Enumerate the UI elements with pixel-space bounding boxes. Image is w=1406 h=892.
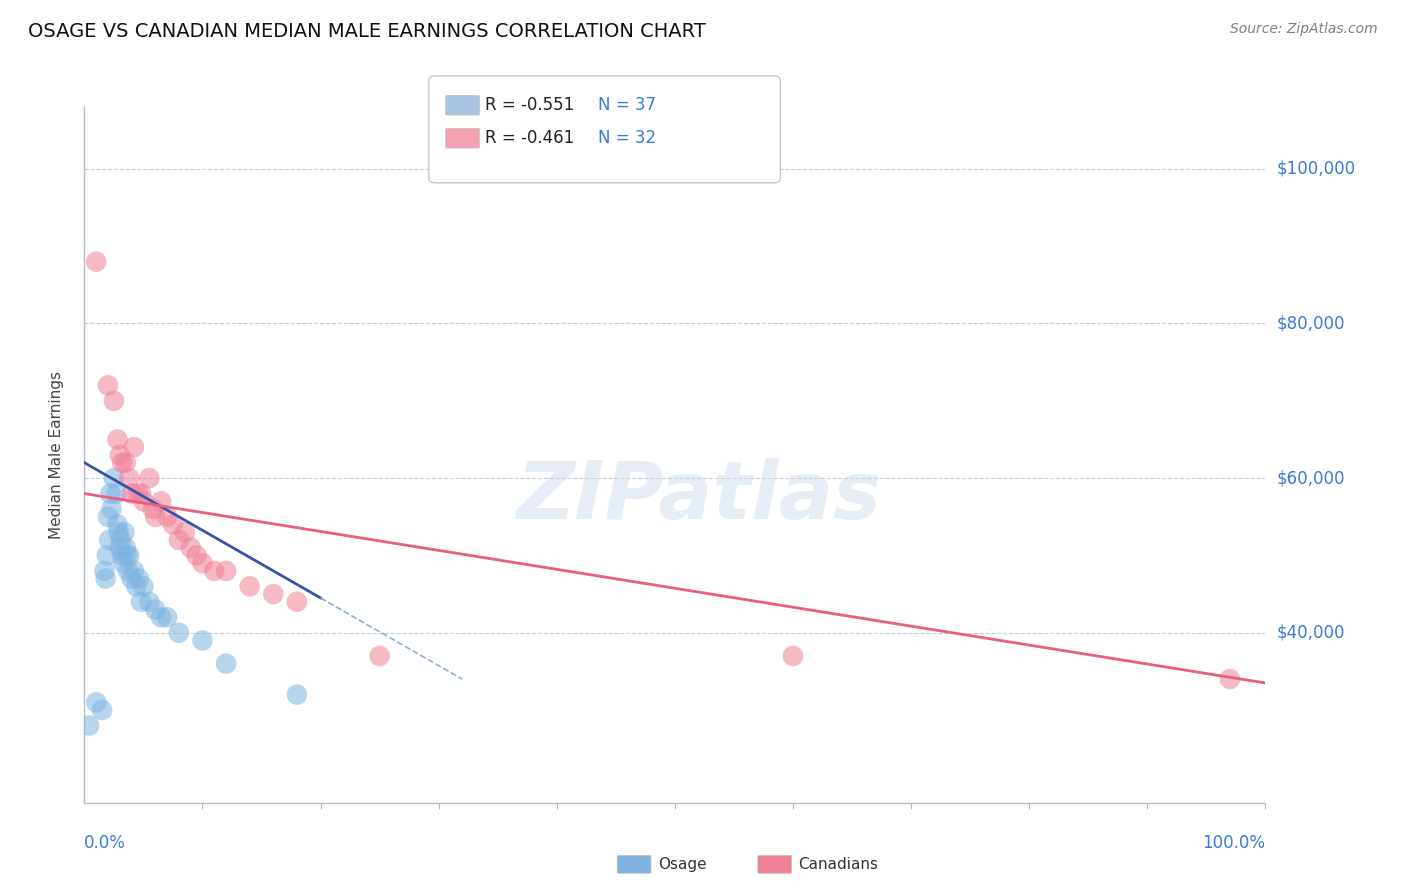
Point	[156, 610, 179, 624]
Point	[94, 572, 117, 586]
Point	[129, 486, 152, 500]
Point	[215, 657, 238, 671]
Point	[111, 549, 134, 563]
Point	[368, 648, 391, 663]
Point	[107, 433, 129, 447]
Text: R = -0.551: R = -0.551	[485, 96, 574, 114]
Point	[138, 471, 160, 485]
Point	[98, 533, 121, 547]
Text: Source: ZipAtlas.com: Source: ZipAtlas.com	[1230, 22, 1378, 37]
Point	[112, 556, 135, 570]
Point	[121, 572, 143, 586]
Point	[122, 564, 145, 578]
Text: 100.0%: 100.0%	[1202, 834, 1265, 852]
Text: $60,000: $60,000	[1277, 469, 1346, 487]
Point	[97, 378, 120, 392]
Point	[121, 486, 143, 500]
Point	[167, 533, 190, 547]
Text: OSAGE VS CANADIAN MEDIAN MALE EARNINGS CORRELATION CHART: OSAGE VS CANADIAN MEDIAN MALE EARNINGS C…	[28, 22, 706, 41]
Point	[129, 595, 152, 609]
Point	[150, 610, 173, 624]
Text: 0.0%: 0.0%	[84, 834, 127, 852]
Point	[77, 718, 100, 732]
Point	[118, 549, 141, 563]
Point	[111, 456, 134, 470]
Text: N = 37: N = 37	[598, 96, 655, 114]
Text: ZIPatlas: ZIPatlas	[516, 458, 882, 536]
Point	[107, 525, 129, 540]
Point	[105, 486, 128, 500]
Point	[114, 525, 136, 540]
Point	[122, 440, 145, 454]
Point	[96, 549, 118, 563]
Point	[117, 564, 139, 578]
Point	[239, 579, 262, 593]
Point	[162, 517, 184, 532]
Point	[108, 448, 131, 462]
Text: $100,000: $100,000	[1277, 160, 1355, 178]
Point	[118, 471, 141, 485]
Point	[285, 595, 308, 609]
Point	[110, 533, 132, 547]
Text: $40,000: $40,000	[1277, 624, 1346, 641]
Point	[782, 648, 804, 663]
Point	[262, 587, 284, 601]
Point	[98, 486, 121, 500]
Text: $80,000: $80,000	[1277, 315, 1346, 333]
Point	[180, 541, 202, 555]
Point	[143, 602, 166, 616]
Point	[103, 393, 125, 408]
Point	[84, 254, 107, 268]
Text: R = -0.461: R = -0.461	[485, 129, 574, 147]
Text: N = 32: N = 32	[598, 129, 655, 147]
Point	[191, 633, 214, 648]
Point	[191, 556, 214, 570]
Point	[114, 456, 136, 470]
Point	[215, 564, 238, 578]
Point	[167, 625, 190, 640]
Point	[97, 509, 120, 524]
Point	[132, 494, 155, 508]
Point	[100, 502, 122, 516]
Point	[107, 517, 129, 532]
Point	[103, 471, 125, 485]
Point	[156, 509, 179, 524]
Point	[173, 525, 195, 540]
Point	[285, 688, 308, 702]
Point	[143, 509, 166, 524]
Point	[115, 549, 138, 563]
Point	[138, 595, 160, 609]
Point	[91, 703, 114, 717]
Y-axis label: Median Male Earnings: Median Male Earnings	[49, 371, 63, 539]
Text: Osage: Osage	[658, 857, 707, 871]
Point	[186, 549, 208, 563]
Point	[1219, 672, 1241, 686]
Point	[132, 579, 155, 593]
Point	[202, 564, 225, 578]
Point	[150, 494, 173, 508]
Point	[127, 486, 149, 500]
Point	[114, 541, 136, 555]
Point	[142, 502, 165, 516]
Point	[84, 695, 107, 709]
Point	[128, 572, 150, 586]
Point	[125, 579, 148, 593]
Text: Canadians: Canadians	[799, 857, 879, 871]
Point	[93, 564, 115, 578]
Point	[108, 541, 131, 555]
